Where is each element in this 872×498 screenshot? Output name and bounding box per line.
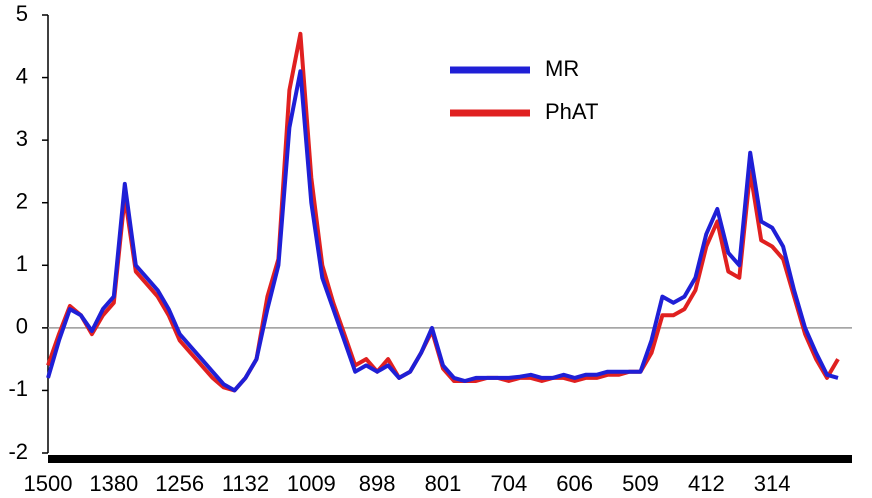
y-tick-label: -1 [8, 376, 28, 401]
x-tick-label: 1132 [222, 471, 269, 496]
legend-label: MR [545, 56, 579, 81]
line-series [46, 69, 839, 393]
x-tick-label: 1500 [24, 471, 73, 496]
x-tick-label: 801 [425, 471, 462, 496]
legend-label: PhAT [545, 99, 598, 124]
x-tick-label: 1256 [155, 471, 204, 496]
y-tick-label: 0 [16, 314, 28, 339]
x-tick-label: 1009 [287, 471, 336, 496]
y-tick-label: 2 [16, 189, 28, 214]
y-tick-label: -2 [8, 439, 28, 464]
line-series [46, 31, 840, 393]
y-tick-label: 3 [16, 126, 28, 151]
x-tick-label: 314 [754, 471, 791, 496]
x-tick-label: 509 [622, 471, 659, 496]
y-tick-label: 1 [16, 251, 28, 276]
x-axis [48, 455, 852, 463]
x-tick-label: 1380 [89, 471, 138, 496]
y-tick-label: 4 [16, 63, 28, 88]
x-tick-label: 412 [688, 471, 725, 496]
x-tick-label: 606 [556, 471, 593, 496]
y-tick-label: 5 [16, 1, 28, 26]
x-tick-label: 704 [490, 471, 527, 496]
x-tick-label: 898 [359, 471, 396, 496]
